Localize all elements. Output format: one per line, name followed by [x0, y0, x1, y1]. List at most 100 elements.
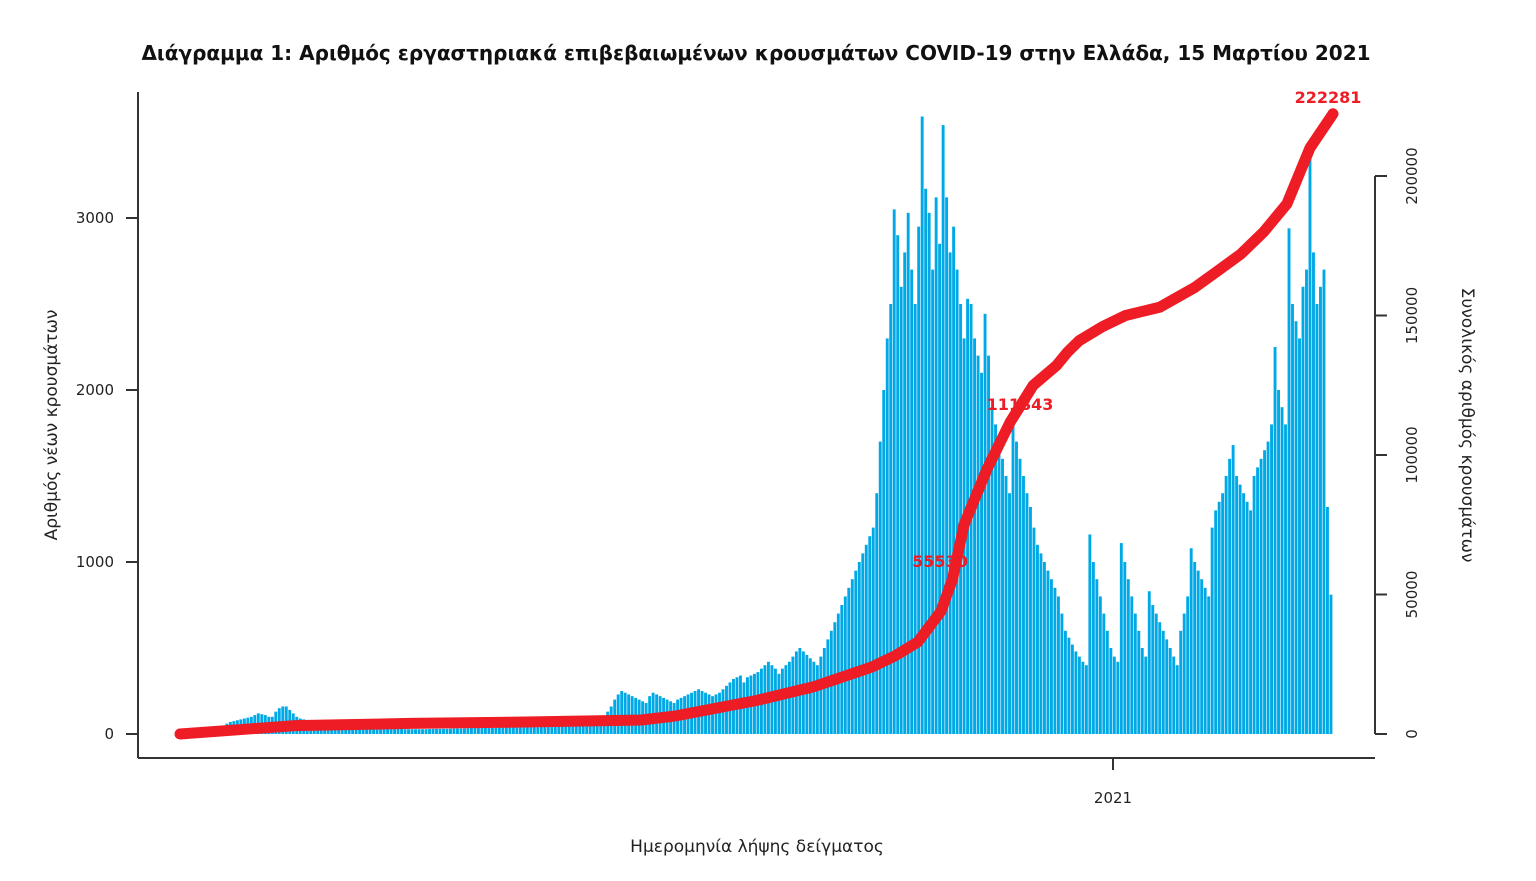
bar-288	[1186, 596, 1190, 734]
bar-113	[574, 725, 578, 734]
bar-237	[1008, 493, 1011, 734]
bar-57	[379, 728, 383, 734]
bar-287	[1182, 613, 1186, 734]
bar-106	[550, 726, 554, 734]
bar-154	[718, 692, 721, 734]
bar-243	[1029, 506, 1032, 734]
bar-97	[518, 727, 522, 734]
bar-109	[560, 726, 564, 734]
bar-53	[365, 728, 369, 734]
bar-234	[997, 441, 1001, 734]
bar-192	[850, 579, 854, 734]
bar-77	[449, 728, 452, 734]
bar-291	[1196, 570, 1200, 734]
annotation-222281: 222281	[1295, 88, 1362, 107]
bar-246	[1039, 553, 1043, 734]
bar-50	[354, 727, 358, 734]
bar-268	[1116, 661, 1120, 734]
bar-206	[899, 286, 903, 734]
bar-278	[1151, 605, 1155, 734]
bar-196	[864, 544, 868, 734]
bar-297	[1217, 501, 1221, 734]
bar-189	[840, 605, 844, 734]
left-tick-label-3000: 3000	[76, 209, 114, 227]
bar-213	[924, 188, 928, 734]
bar-80	[459, 728, 463, 734]
bar-179	[805, 654, 809, 734]
bar-227	[973, 338, 977, 734]
bar-252	[1060, 613, 1064, 734]
bar-217	[938, 243, 942, 735]
bar-102	[536, 727, 540, 734]
bar-284	[1172, 656, 1176, 734]
bar-200	[878, 441, 882, 734]
bar-172	[780, 668, 784, 734]
bar-198	[871, 527, 875, 734]
bar-68	[417, 729, 421, 734]
bar-289	[1189, 548, 1193, 734]
cumulative-line	[174, 108, 1339, 740]
bar-272	[1130, 596, 1134, 734]
bar-94	[508, 727, 512, 734]
bar-228	[976, 355, 980, 734]
bar-270	[1123, 562, 1127, 734]
bar-283	[1168, 648, 1172, 734]
bar-180	[808, 658, 812, 734]
bar-58	[382, 728, 386, 734]
bar-173	[784, 665, 788, 734]
bar-54	[368, 728, 372, 734]
bar-305	[1245, 501, 1249, 734]
bar-274	[1137, 630, 1141, 734]
bar-280	[1158, 622, 1162, 734]
bar-47	[344, 726, 348, 734]
bar-208	[906, 212, 910, 735]
bar-322	[1305, 269, 1308, 734]
bar-183	[819, 656, 823, 734]
bar-61	[393, 728, 397, 734]
bar-254	[1067, 637, 1071, 734]
bar-281	[1161, 630, 1165, 734]
left-y-axis-title: Αριθμός νέων κρουσμάτων	[42, 310, 62, 541]
bar-93	[504, 727, 508, 734]
bar-65	[407, 729, 410, 734]
bar-51	[358, 727, 362, 734]
bar-259	[1084, 665, 1088, 734]
bar-126	[620, 691, 624, 734]
annotation-111843: 111843	[987, 395, 1054, 414]
bar-232	[990, 407, 994, 734]
bar-253	[1063, 630, 1067, 734]
bar-242	[1025, 493, 1029, 734]
bar-318	[1291, 304, 1294, 734]
bar-205	[896, 235, 900, 734]
bar-295	[1210, 527, 1214, 734]
bar-90	[494, 727, 498, 734]
bar-series-new-cases	[197, 116, 1333, 735]
bar-96	[515, 727, 519, 734]
bar-293	[1203, 587, 1207, 734]
bar-70	[424, 729, 428, 734]
bar-263	[1098, 596, 1102, 734]
bar-250	[1053, 587, 1057, 734]
bar-111	[567, 725, 571, 734]
bar-60	[389, 728, 393, 734]
bar-255	[1070, 644, 1074, 734]
bar-251	[1056, 596, 1060, 734]
bar-153	[714, 694, 718, 734]
bar-324	[1312, 252, 1315, 734]
bar-59	[386, 728, 390, 734]
bar-320	[1298, 338, 1301, 734]
bar-286	[1179, 630, 1183, 734]
bar-329	[1329, 594, 1333, 734]
bar-216	[934, 197, 938, 735]
bar-30	[284, 706, 288, 734]
bar-277	[1147, 591, 1151, 734]
x-tick-label-2021: 2021	[1094, 789, 1132, 807]
bar-87	[483, 727, 487, 734]
bar-316	[1284, 424, 1287, 734]
bar-117	[588, 723, 592, 734]
bar-201	[882, 390, 886, 734]
bar-81	[463, 728, 466, 734]
bar-104	[543, 726, 547, 734]
bar-204	[892, 209, 896, 734]
bar-207	[903, 252, 907, 734]
